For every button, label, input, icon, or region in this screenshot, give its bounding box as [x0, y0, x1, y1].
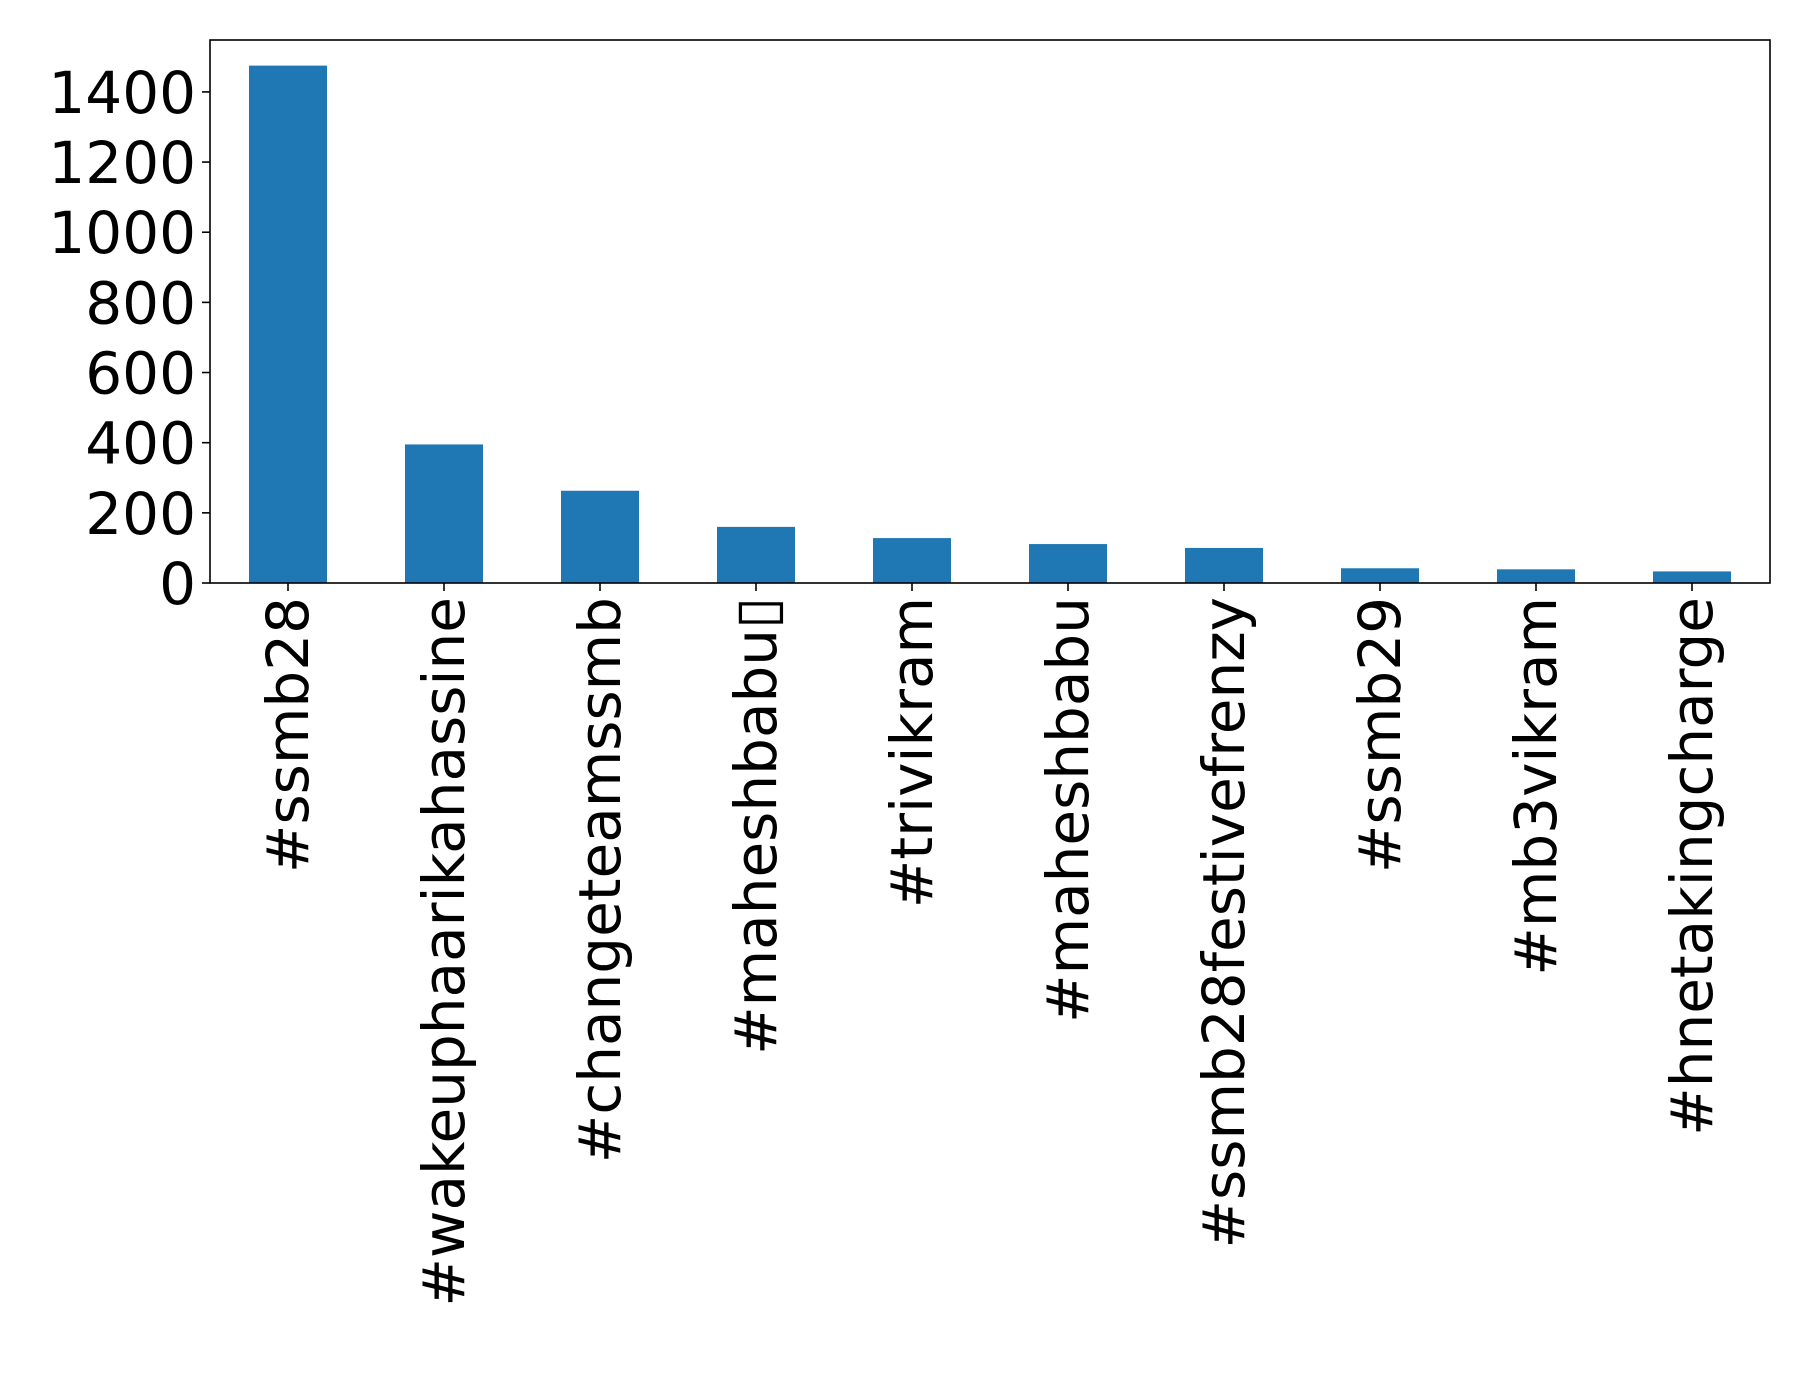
bars-group [249, 65, 1731, 584]
y-tick-label: 1400 [48, 59, 196, 127]
bar-4 [873, 538, 951, 583]
bar-7 [1341, 568, 1419, 583]
bar-6 [1185, 547, 1263, 583]
plot-frame [209, 39, 1771, 584]
x-tick-label: #maheshbabu▯ [722, 597, 790, 1055]
y-tick-label: 400 [85, 410, 196, 478]
x-tick-label: #trivikram [878, 597, 946, 908]
bar-9 [1653, 571, 1731, 583]
x-tick-label: #maheshbabu [1034, 597, 1102, 1023]
y-tick-label: 800 [85, 269, 196, 337]
x-tick-label: #ssmb28festivefrenzy [1190, 597, 1258, 1249]
x-tick-label: #wakeuphaarikahassine [410, 597, 478, 1307]
x-tick-label: #hnetakingcharge [1658, 597, 1726, 1136]
bar-3 [717, 526, 795, 583]
y-tick-label: 0 [159, 550, 196, 618]
y-tick-label: 1200 [48, 129, 196, 197]
x-tick-label: #ssmb29 [1346, 597, 1414, 873]
y-tick-label: 600 [85, 340, 196, 408]
x-axis: #ssmb28 #wakeuphaarikahassine #changeteams… [254, 583, 1726, 1307]
bar-0 [249, 65, 327, 584]
y-tick-label: 200 [85, 480, 196, 548]
x-tick-label: #ssmb28 [254, 597, 322, 873]
bar-1 [405, 444, 483, 583]
y-tick-label: 1000 [48, 199, 196, 267]
x-tick-label: #changeteamssmb [566, 597, 634, 1163]
bar-8 [1497, 569, 1575, 583]
bar-2 [561, 490, 639, 583]
x-tick-label: #mb3vikram [1502, 597, 1570, 976]
bar-5 [1029, 544, 1107, 583]
